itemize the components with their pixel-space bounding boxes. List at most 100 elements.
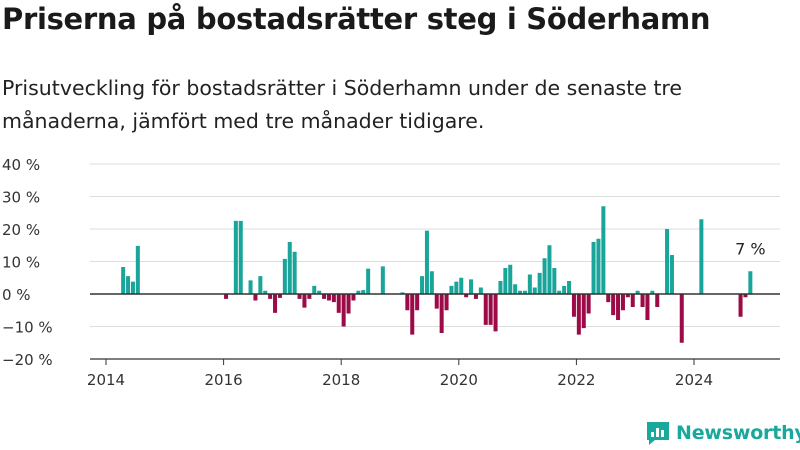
bar	[346, 294, 351, 314]
bar	[748, 271, 753, 294]
y-tick-label: 20 %	[2, 221, 40, 239]
bar	[361, 290, 366, 294]
bar	[366, 268, 371, 294]
bar	[297, 294, 302, 299]
bar	[669, 255, 674, 294]
grid-layer	[90, 163, 780, 360]
chart-title: Priserna på bostadsrätter steg i Söderha…	[2, 2, 711, 36]
bar	[238, 220, 243, 294]
bar	[322, 294, 327, 299]
y-tick-label: 0 %	[2, 286, 31, 304]
bar	[130, 281, 135, 294]
axis-layer: −20 % −10 % 0 % 10 % 20 % 30 % 40 % 2014 2016 201…	[2, 156, 780, 389]
bar	[307, 294, 312, 299]
bar	[287, 242, 292, 294]
bar	[493, 294, 498, 332]
bar	[542, 258, 547, 294]
bar	[586, 294, 591, 314]
bar	[522, 290, 527, 294]
bar	[449, 285, 454, 294]
bar	[596, 238, 601, 294]
bar	[464, 294, 469, 298]
bar	[356, 290, 361, 294]
bar	[591, 242, 596, 294]
bar	[473, 294, 478, 299]
bar	[454, 281, 459, 294]
bar	[400, 292, 405, 294]
bar	[488, 294, 493, 325]
newsworthy-logo-icon	[647, 422, 669, 445]
bar	[532, 287, 537, 294]
y-tick-label: −10 %	[2, 319, 53, 337]
bar	[527, 274, 532, 294]
y-tick-label: 10 %	[2, 254, 40, 272]
bar	[268, 294, 273, 299]
bar	[434, 294, 439, 309]
x-tick-label: 2016	[205, 371, 243, 389]
bar	[336, 294, 341, 313]
y-tick-label: −20 %	[2, 351, 53, 369]
x-tick-label: 2022	[557, 371, 595, 389]
bar	[233, 220, 238, 294]
bar	[498, 281, 503, 294]
y-tick-label: 30 %	[2, 189, 40, 207]
bar	[665, 229, 670, 294]
bar	[380, 266, 385, 294]
bar	[277, 294, 282, 298]
bar	[331, 294, 336, 303]
bar	[508, 264, 513, 294]
bar	[483, 294, 488, 325]
bar	[513, 284, 518, 294]
bar	[645, 294, 650, 320]
bar	[121, 267, 126, 294]
bar	[248, 280, 253, 294]
x-tick-label: 2024	[675, 371, 713, 389]
bar	[743, 294, 748, 298]
bar	[576, 294, 581, 335]
bar	[503, 268, 508, 294]
x-tick-label: 2018	[322, 371, 360, 389]
bar	[326, 294, 331, 301]
bar	[302, 294, 307, 308]
bar	[611, 294, 616, 316]
brand-name: Newsworthy	[676, 422, 800, 444]
bar	[429, 271, 434, 294]
chart-subtitle: Prisutveckling för bostadsrätter i Söder…	[2, 76, 683, 133]
bar	[537, 272, 542, 294]
bar	[459, 277, 464, 294]
bar	[351, 294, 356, 301]
x-tick-label: 2014	[87, 371, 125, 389]
bar	[601, 206, 606, 294]
bar	[625, 294, 630, 298]
bar	[581, 294, 586, 329]
y-tick-label: 40 %	[2, 156, 40, 174]
bar	[444, 294, 449, 311]
bar	[469, 279, 474, 294]
bar	[518, 290, 523, 294]
bar-layer	[121, 206, 753, 343]
bar	[282, 258, 287, 294]
newsworthy-logo: Newsworthy	[645, 420, 800, 446]
bar	[616, 294, 621, 320]
bar	[699, 219, 704, 294]
bar	[405, 294, 410, 311]
bar	[552, 268, 557, 294]
bar	[258, 276, 263, 294]
bar	[640, 294, 645, 307]
bar	[562, 285, 567, 294]
bar	[224, 294, 229, 299]
bar	[635, 290, 640, 294]
bar	[650, 290, 655, 294]
bar	[312, 285, 317, 294]
x-tick-label: 2020	[440, 371, 478, 389]
bar	[292, 251, 297, 294]
bar	[424, 230, 429, 294]
bar	[630, 294, 635, 307]
bar	[126, 276, 131, 294]
bar	[341, 294, 346, 327]
bar	[478, 287, 483, 294]
bar	[263, 290, 268, 294]
value-annotation: 7 %	[735, 239, 765, 258]
bar	[439, 294, 444, 333]
